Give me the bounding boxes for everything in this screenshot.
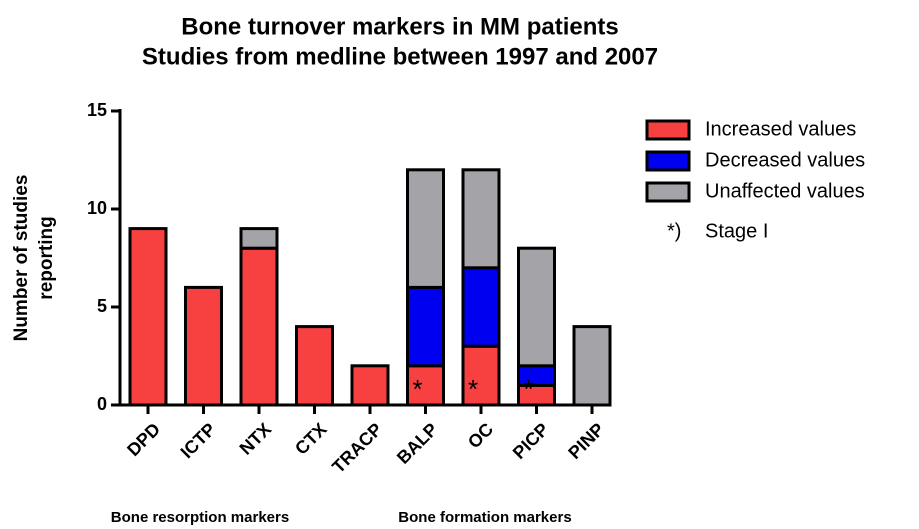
x-tick-label: PINP <box>564 419 608 463</box>
x-tick-label: OC <box>464 419 497 452</box>
chart-title: Bone turnover markers in MM patients <box>181 13 618 40</box>
legend-swatch <box>645 119 691 141</box>
bar-segment <box>239 227 279 250</box>
bar-segment <box>295 325 334 407</box>
legend-label: Increased values <box>705 118 856 140</box>
legend-marker: *) <box>667 220 681 242</box>
bar-segment <box>350 364 390 407</box>
y-tick-label: 5 <box>97 296 107 316</box>
y-tick-label: 0 <box>97 394 107 414</box>
x-tick-label: DPD <box>123 419 164 460</box>
y-tick-label: 15 <box>87 100 107 120</box>
y-axis-label: reporting <box>36 216 57 299</box>
group-label: Bone resorption markers <box>111 509 289 526</box>
bar-segment <box>128 227 168 407</box>
x-tick-label: PICP <box>509 419 553 463</box>
stage-marker: * <box>523 374 533 404</box>
y-tick-label: 10 <box>87 198 107 218</box>
bar-segment <box>517 246 556 368</box>
stage-marker: * <box>468 374 478 404</box>
legend-swatch <box>645 150 691 172</box>
legend-swatch <box>645 181 691 203</box>
x-tick-label: CTX <box>291 419 331 459</box>
x-tick-label: NTX <box>236 419 276 459</box>
x-tick-label: ICTP <box>177 419 220 462</box>
x-tick-label: TRACP <box>328 419 386 477</box>
x-tick-label: BALP <box>393 419 442 468</box>
bar-segment <box>406 168 445 289</box>
legend-label: Stage I <box>705 220 768 242</box>
bar-segment <box>184 285 223 407</box>
stage-marker: * <box>412 374 422 404</box>
group-label: Bone formation markers <box>398 509 571 526</box>
bar-segment <box>461 168 501 270</box>
bar-segment <box>572 325 612 407</box>
legend-label: Decreased values <box>705 149 865 171</box>
bar-segment <box>406 285 445 368</box>
bar-segment <box>239 246 279 407</box>
bar-segment <box>461 266 501 348</box>
y-axis-label: Number of studies <box>11 175 32 342</box>
legend-label: Unaffected values <box>705 180 865 202</box>
chart-subtitle: Studies from medline between 1997 and 20… <box>142 43 658 70</box>
